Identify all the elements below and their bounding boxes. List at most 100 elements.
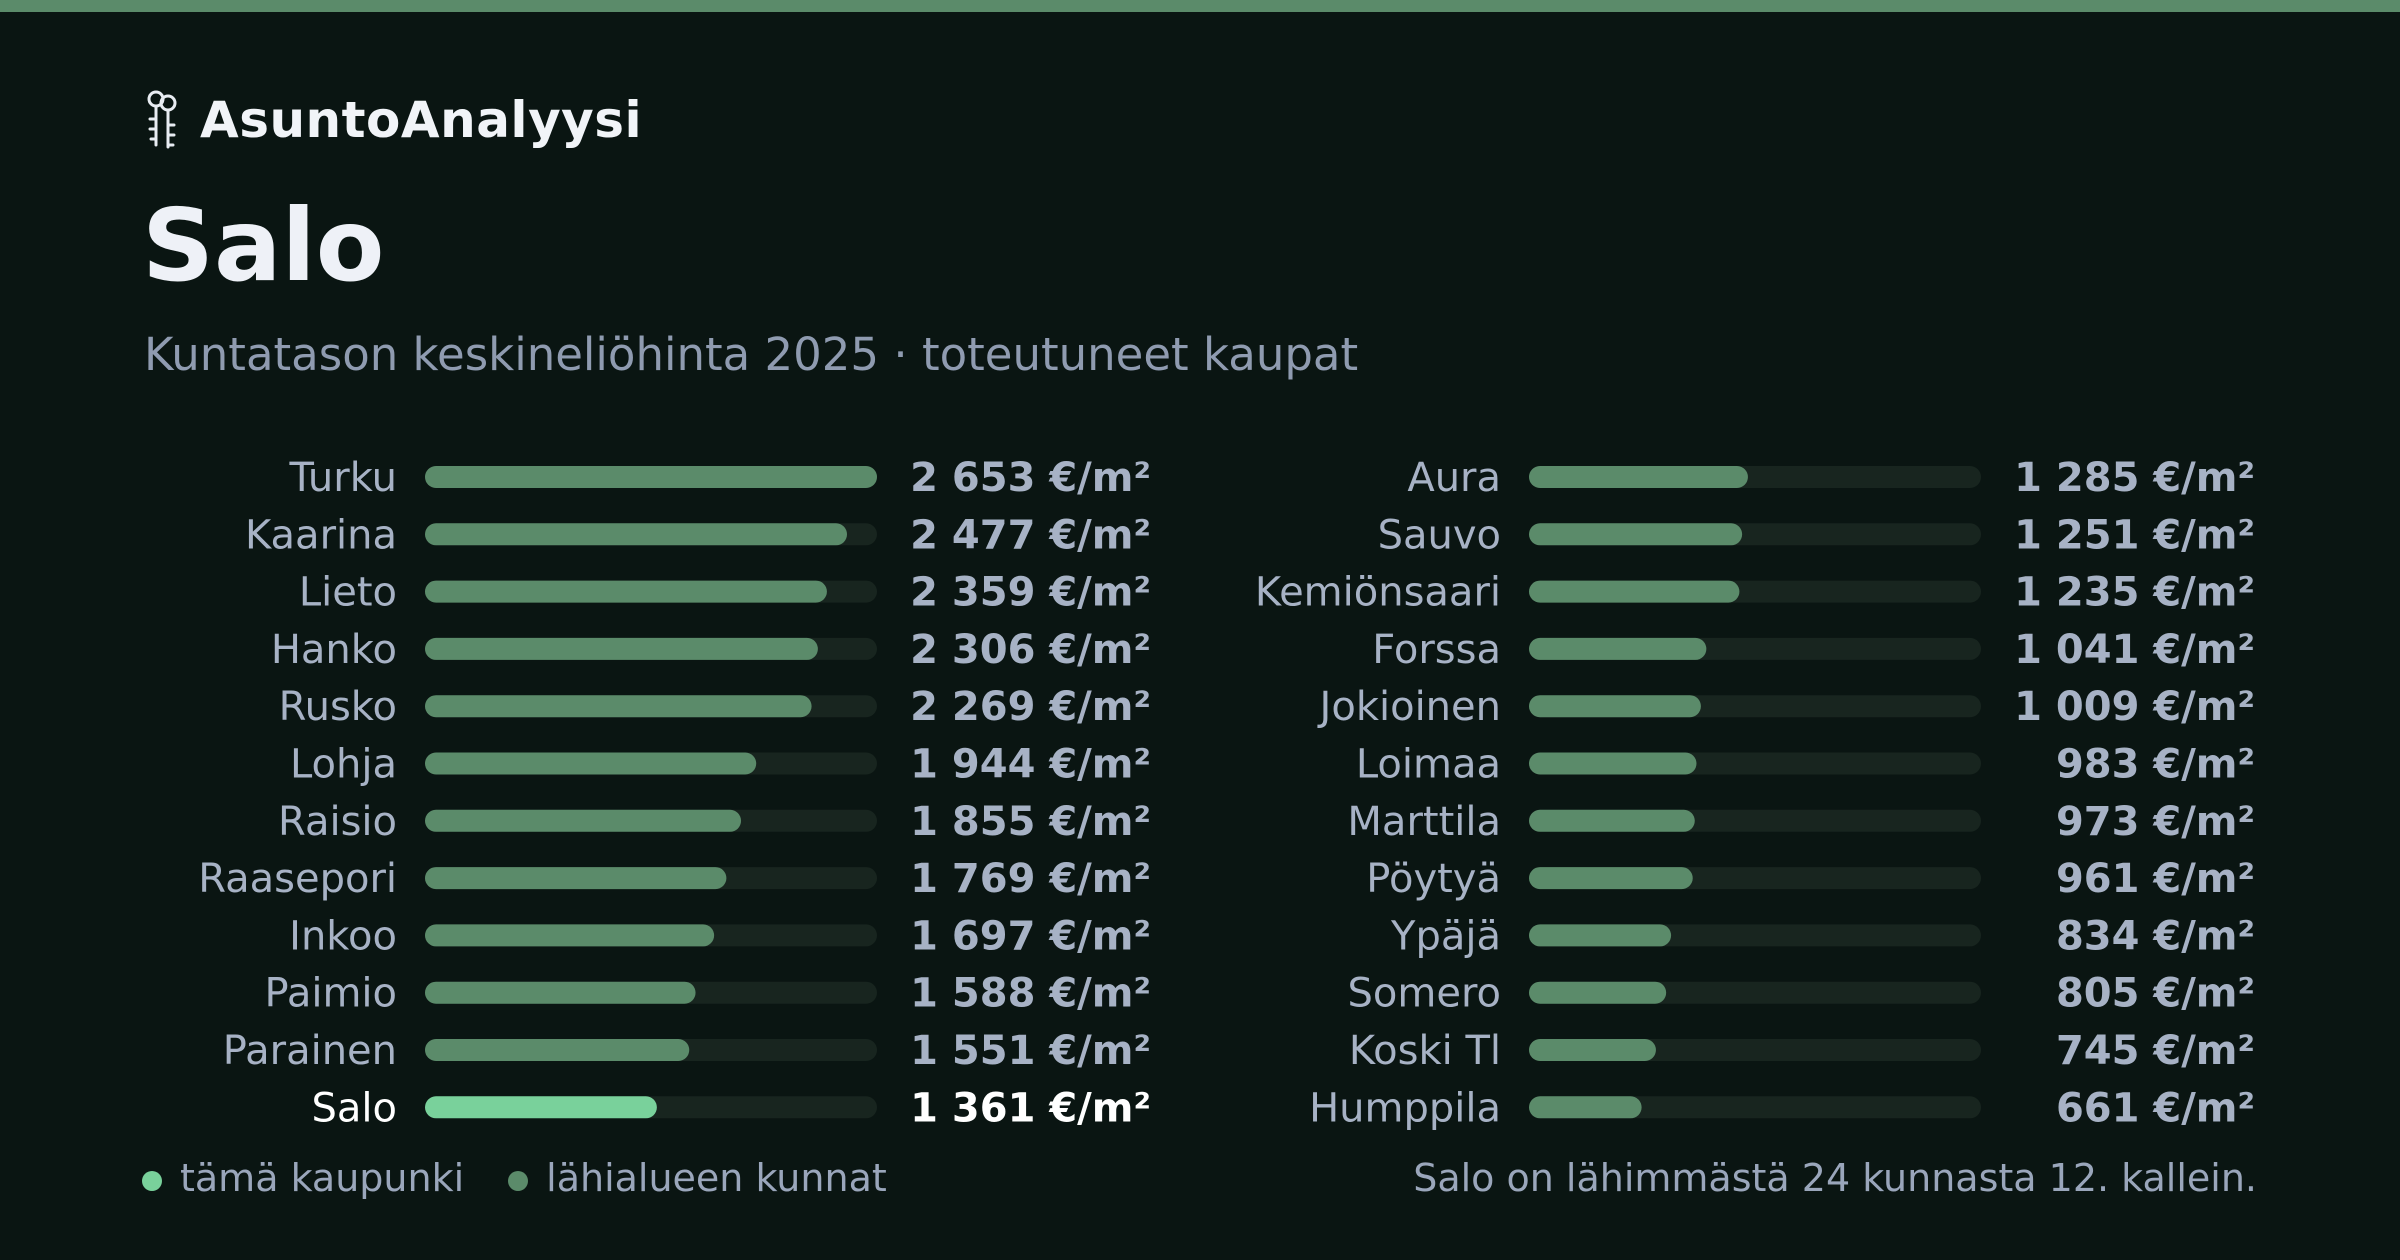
bar-value-label: 1 235 €/m² <box>2014 570 2255 616</box>
bar-row-paimio: Paimio 1 588 €/m² <box>265 971 1152 1017</box>
page-subtitle: Kuntatason keskineliöhinta 2025 · toteut… <box>144 328 1359 381</box>
bar <box>1529 1039 1656 1061</box>
bar <box>1529 523 1743 546</box>
bar <box>1529 580 1740 603</box>
bar-label: Marttila <box>1347 799 1501 845</box>
bar-row-parainen: Parainen 1 551 €/m² <box>223 1028 1151 1074</box>
page-title: Salo <box>142 187 385 304</box>
bar-row-yp-j-: Ypäjä 834 €/m² <box>1390 913 2255 959</box>
legend-dot-neighbors <box>508 1171 529 1191</box>
bar-value-label: 2 359 €/m² <box>910 570 1151 616</box>
bar-label: Kaarina <box>245 512 397 558</box>
bar-row-p-yty-: Pöytyä 961 €/m² <box>1366 856 2255 902</box>
bar-label: Raasepori <box>198 856 397 902</box>
bar-value-label: 1 588 €/m² <box>910 971 1151 1017</box>
bar-value-label: 2 269 €/m² <box>910 684 1151 730</box>
bar-row-inkoo: Inkoo 1 697 €/m² <box>289 913 1151 959</box>
bar-value-label: 1 551 €/m² <box>910 1028 1151 1074</box>
bar <box>425 867 727 890</box>
legend-label-neighbors: lähialueen kunnat <box>546 1156 887 1200</box>
bar-row-rusko: Rusko 2 269 €/m² <box>279 684 1151 730</box>
bar-row-lieto: Lieto 2 359 €/m² <box>299 570 1151 616</box>
bar-highlight <box>425 1096 657 1119</box>
bar-value-label: 805 €/m² <box>2056 971 2255 1017</box>
bar-value-label: 1 769 €/m² <box>910 856 1151 902</box>
bar-row-kemi-nsaari: Kemiönsaari 1 235 €/m² <box>1255 570 2255 616</box>
bar-value-label: 2 477 €/m² <box>910 512 1151 558</box>
legend-item-neighbors: lähialueen kunnat <box>508 1156 887 1200</box>
bar <box>425 580 827 603</box>
bar-value-label: 1 855 €/m² <box>910 799 1151 845</box>
brand-name: AsuntoAnalyysi <box>200 91 643 149</box>
bar-label: Ypäjä <box>1390 913 1501 959</box>
legend-dot-highlight <box>142 1171 162 1191</box>
brand: AsuntoAnalyysi <box>142 90 642 150</box>
bar-track <box>1529 1096 1981 1119</box>
bar-label: Humppila <box>1309 1085 1501 1131</box>
bar-label: Forssa <box>1372 627 1501 673</box>
bar <box>425 637 818 660</box>
bar-row-salo: Salo 1 361 €/m² <box>312 1085 1152 1131</box>
bar <box>425 752 757 775</box>
bar-row-raisio: Raisio 1 855 €/m² <box>278 799 1151 845</box>
bar-value-label: 1 009 €/m² <box>2014 684 2255 730</box>
bar-label: Somero <box>1348 971 1501 1017</box>
bar <box>1529 752 1697 775</box>
bar-label: Turku <box>289 455 397 501</box>
bar <box>1529 867 1693 890</box>
bar-label: Hanko <box>271 627 397 673</box>
bar-value-label: 973 €/m² <box>2056 799 2255 845</box>
top-accent-bar <box>0 0 2400 12</box>
bar-row-somero: Somero 805 €/m² <box>1348 971 2255 1017</box>
legend-item-this-city: tämä kaupunki <box>142 1156 464 1200</box>
bar-label: Aura <box>1407 455 1501 501</box>
bar-label: Sauvo <box>1378 512 1501 558</box>
bar <box>425 466 877 488</box>
bar-label: Paimio <box>265 971 398 1017</box>
bar-row-turku: Turku 2 653 €/m² <box>289 455 1151 501</box>
bar <box>1529 1096 1642 1119</box>
bar-value-label: 834 €/m² <box>2056 913 2255 959</box>
bar-label: Koski Tl <box>1349 1028 1501 1074</box>
bar <box>425 1039 690 1061</box>
bar-value-label: 1 041 €/m² <box>2014 627 2255 673</box>
bar-label: Rusko <box>279 684 397 730</box>
bar-value-label: 2 306 €/m² <box>910 627 1151 673</box>
bar <box>425 523 848 546</box>
bar-row-hanko: Hanko 2 306 €/m² <box>271 627 1151 673</box>
legend: tämä kaupunki lähialueen kunnat <box>142 1156 931 1200</box>
bar-row-marttila: Marttila 973 €/m² <box>1347 799 2255 845</box>
bar-row-kaarina: Kaarina 2 477 €/m² <box>245 512 1151 558</box>
bar-label: Parainen <box>223 1028 397 1074</box>
bar-label: Inkoo <box>289 913 397 959</box>
bar-row-loimaa: Loimaa 983 €/m² <box>1356 742 2255 788</box>
bar-value-label: 983 €/m² <box>2056 742 2255 788</box>
bar-value-label: 1 285 €/m² <box>2014 455 2255 501</box>
bar <box>425 695 812 718</box>
bar <box>425 981 696 1004</box>
bar-label: Lieto <box>299 570 397 616</box>
bar <box>1529 695 1701 718</box>
bar-label: Salo <box>312 1085 398 1131</box>
legend-label-this-city: tämä kaupunki <box>180 1156 465 1200</box>
bar-value-label: 961 €/m² <box>2056 856 2255 902</box>
bar-label: Jokioinen <box>1317 684 1501 730</box>
bar-row-lohja: Lohja 1 944 €/m² <box>290 742 1151 788</box>
bar <box>1529 924 1672 947</box>
bar-value-label: 1 251 €/m² <box>2014 512 2255 558</box>
bar-value-label: 2 653 €/m² <box>910 455 1151 501</box>
bar-row-humppila: Humppila 661 €/m² <box>1309 1085 2255 1131</box>
bar-value-label: 1 697 €/m² <box>910 913 1151 959</box>
bar-label: Pöytyä <box>1366 856 1501 902</box>
bar-row-aura: Aura 1 285 €/m² <box>1407 455 2255 501</box>
bar <box>1529 809 1695 832</box>
bar-value-label: 1 361 €/m² <box>910 1085 1151 1131</box>
bar-row-jokioinen: Jokioinen 1 009 €/m² <box>1317 684 2255 730</box>
bar-value-label: 661 €/m² <box>2056 1085 2255 1131</box>
bar-label: Lohja <box>290 742 397 788</box>
ranking-note: Salo on lähimmästä 24 kunnasta 12. kalle… <box>1413 1156 2257 1200</box>
bar-label: Loimaa <box>1356 742 1501 788</box>
bar-value-label: 745 €/m² <box>2056 1028 2255 1074</box>
bar-row-forssa: Forssa 1 041 €/m² <box>1372 627 2255 673</box>
